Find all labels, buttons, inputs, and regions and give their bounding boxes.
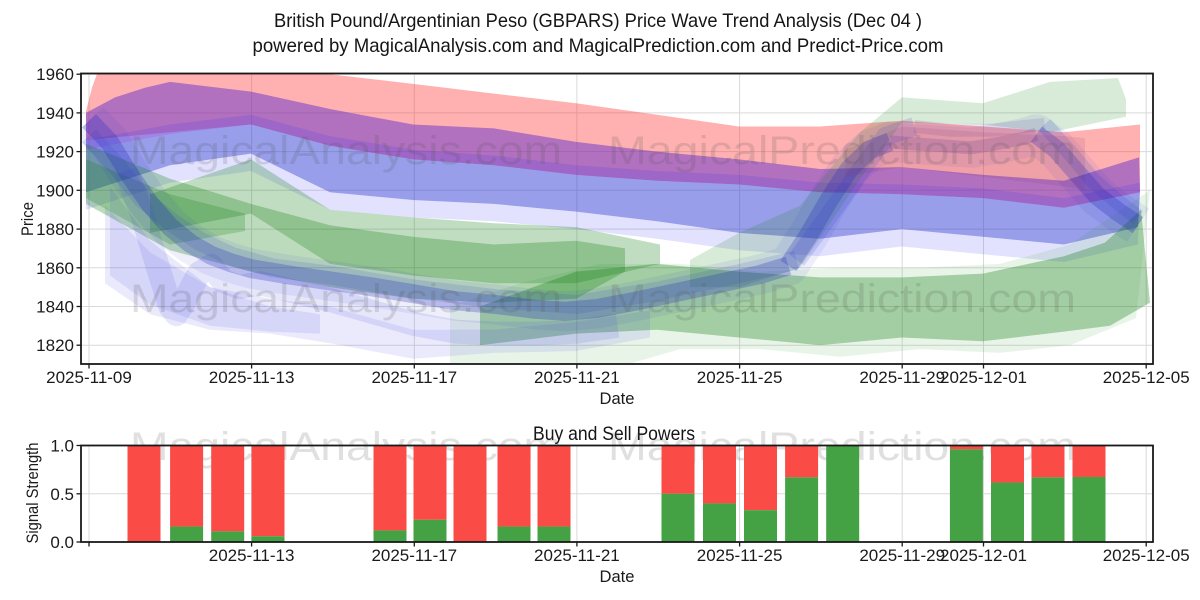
svg-text:1860: 1860	[36, 259, 74, 278]
svg-text:2025-12-01: 2025-12-01	[940, 546, 1027, 565]
svg-text:powered by MagicalAnalysis.com: powered by MagicalAnalysis.com and Magic…	[253, 35, 944, 57]
svg-text:British Pound/Argentinian Peso: British Pound/Argentinian Peso (GBPARS) …	[274, 10, 922, 32]
svg-text:2025-11-29: 2025-11-29	[859, 368, 945, 387]
svg-text:2025-12-01: 2025-12-01	[940, 368, 1027, 387]
svg-text:MagicalAnalysis.com: MagicalAnalysis.com	[130, 277, 562, 321]
svg-text:2025-11-09: 2025-11-09	[46, 368, 132, 387]
svg-text:2025-12-05: 2025-12-05	[1103, 368, 1190, 387]
svg-text:1820: 1820	[36, 336, 74, 355]
svg-text:0.5: 0.5	[50, 485, 74, 504]
svg-text:1940: 1940	[36, 104, 74, 123]
svg-text:Signal Strength: Signal Strength	[23, 443, 42, 544]
svg-text:2025-12-05: 2025-12-05	[1103, 546, 1190, 565]
svg-text:2025-11-25: 2025-11-25	[697, 546, 783, 565]
svg-text:2025-11-13: 2025-11-13	[209, 546, 295, 565]
svg-text:MagicalPrediction.com: MagicalPrediction.com	[608, 129, 1076, 173]
svg-text:2025-11-29: 2025-11-29	[859, 546, 945, 565]
svg-text:2025-11-17: 2025-11-17	[371, 368, 457, 387]
svg-text:2025-11-13: 2025-11-13	[209, 368, 295, 387]
svg-text:Buy and Sell Powers: Buy and Sell Powers	[533, 423, 695, 445]
svg-text:Price: Price	[18, 202, 37, 236]
svg-text:0.0: 0.0	[50, 533, 74, 552]
svg-text:MagicalAnalysis.com: MagicalAnalysis.com	[130, 129, 562, 173]
svg-text:2025-11-21: 2025-11-21	[534, 546, 620, 565]
svg-text:1920: 1920	[36, 143, 74, 162]
svg-text:Date: Date	[600, 567, 635, 586]
svg-text:2025-11-21: 2025-11-21	[534, 368, 620, 387]
svg-text:2025-11-17: 2025-11-17	[371, 546, 457, 565]
svg-text:1840: 1840	[36, 298, 74, 317]
svg-text:Date: Date	[600, 389, 635, 408]
svg-text:2025-11-25: 2025-11-25	[697, 368, 783, 387]
svg-text:1960: 1960	[36, 65, 74, 84]
svg-text:MagicalPrediction.com: MagicalPrediction.com	[608, 277, 1076, 321]
svg-text:1880: 1880	[36, 220, 74, 239]
svg-text:1900: 1900	[36, 181, 74, 200]
svg-text:1.0: 1.0	[50, 437, 74, 456]
